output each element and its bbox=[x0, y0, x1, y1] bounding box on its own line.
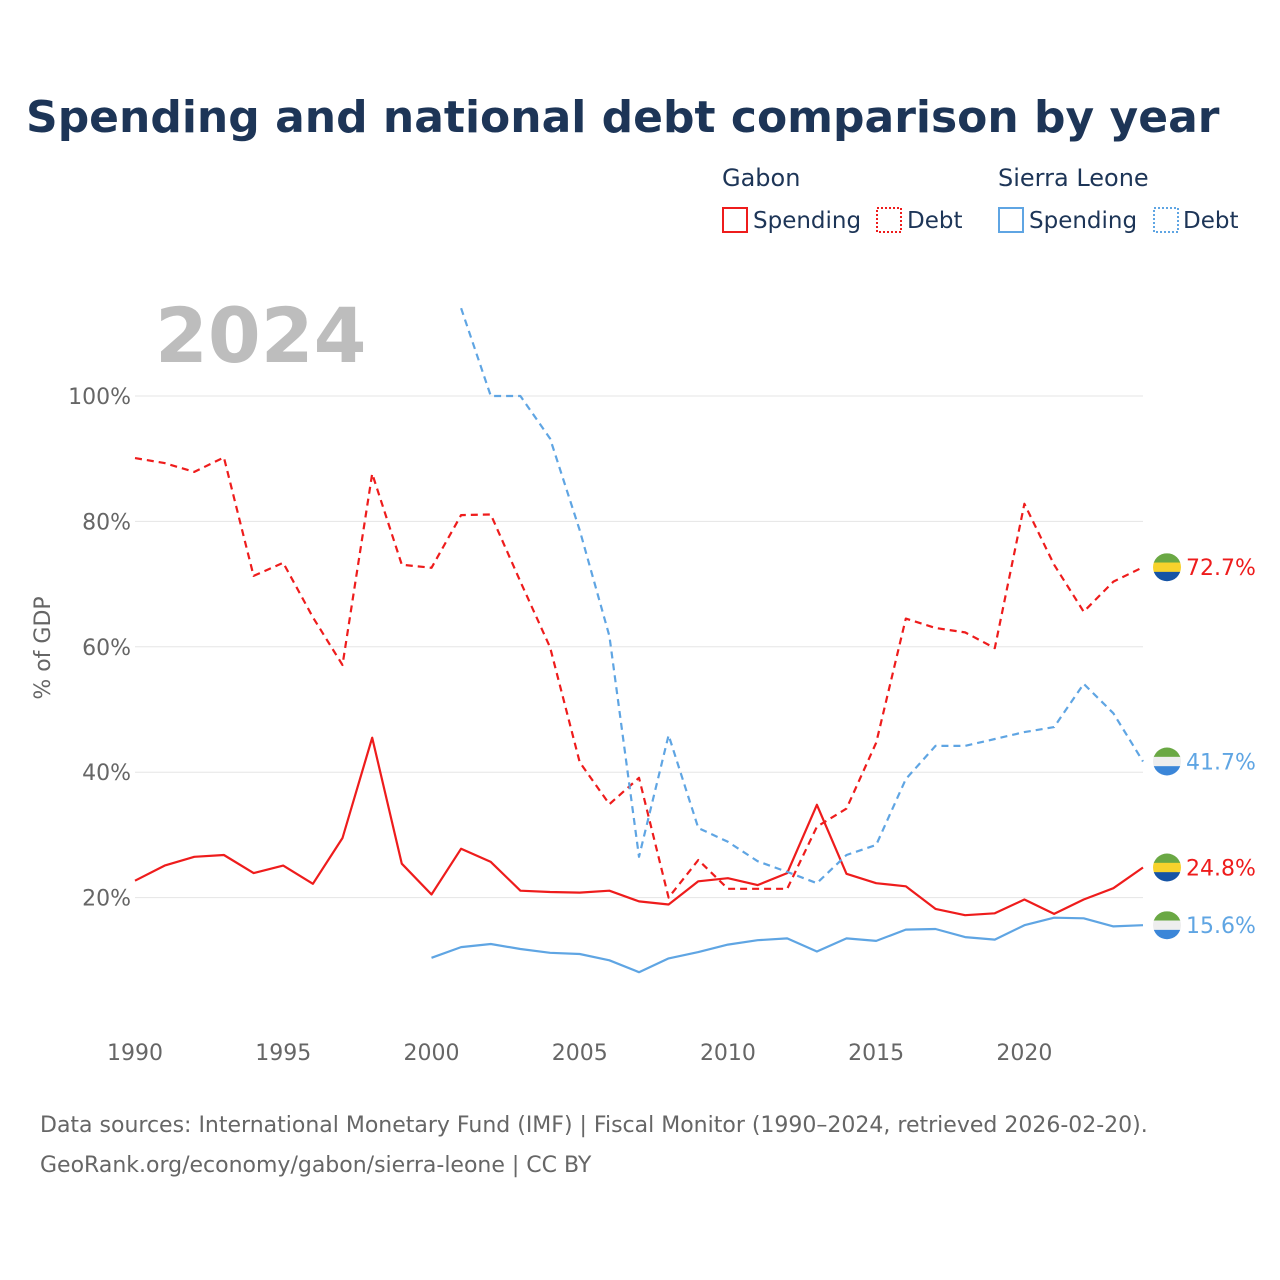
series-line-gabon-debt bbox=[134, 456, 1144, 899]
x-tick-label: 2000 bbox=[403, 1041, 459, 1066]
legend-group-gabon-title: Gabon bbox=[722, 164, 800, 192]
end-value-label: 15.6% bbox=[1186, 914, 1256, 939]
legend-swatch-gabon-spending bbox=[722, 207, 748, 233]
y-axis-label: % of GDP bbox=[31, 596, 56, 699]
legend-label-sierra-leone-debt: Debt bbox=[1183, 208, 1238, 234]
y-tick-label: 100% bbox=[68, 385, 131, 410]
legend-swatch-sierra-leone-spending bbox=[998, 207, 1024, 233]
year-badge: 2024 bbox=[155, 291, 367, 380]
series-lines bbox=[134, 307, 1144, 974]
source-line-1: Data sources: International Monetary Fun… bbox=[40, 1113, 1148, 1138]
flag-icon bbox=[1153, 853, 1181, 882]
flag-icon bbox=[1153, 553, 1181, 582]
end-value-label: 24.8% bbox=[1186, 857, 1256, 882]
series-line-sierra-leone-debt bbox=[460, 307, 1144, 885]
source-line-2: GeoRank.org/economy/gabon/sierra-leone |… bbox=[40, 1153, 592, 1178]
end-markers: 72.7% 24.8% 41.7% 15.6% bbox=[1153, 553, 1256, 940]
legend-swatch-gabon-debt bbox=[876, 207, 902, 233]
end-value-label: 72.7% bbox=[1186, 556, 1256, 581]
legend-label-gabon-debt: Debt bbox=[907, 208, 962, 234]
y-tick-label: 80% bbox=[82, 510, 131, 535]
legend-group-sierra-leone-title: Sierra Leone bbox=[998, 164, 1149, 192]
series-line-sierra-leone-spending bbox=[431, 916, 1144, 974]
x-axis-ticks: 1990 1995 2000 2005 2010 2015 2020 bbox=[107, 1041, 1052, 1066]
y-tick-label: 60% bbox=[82, 636, 131, 661]
legend-label-sierra-leone-spending: Spending bbox=[1029, 208, 1137, 234]
chart-title: Spending and national debt comparison by… bbox=[26, 92, 1220, 143]
end-value-label: 41.7% bbox=[1186, 751, 1256, 776]
x-tick-label: 2020 bbox=[996, 1041, 1052, 1066]
x-tick-label: 1995 bbox=[255, 1041, 311, 1066]
y-axis-ticks: 20% 40% 60% 80% 100% bbox=[68, 385, 131, 912]
y-tick-label: 20% bbox=[82, 887, 131, 912]
x-tick-label: 1990 bbox=[107, 1041, 163, 1066]
x-tick-label: 2010 bbox=[700, 1041, 756, 1066]
legend-swatch-sierra-leone-debt bbox=[1153, 207, 1179, 233]
grid-lines bbox=[135, 395, 1143, 899]
legend-label-gabon-spending: Spending bbox=[753, 208, 861, 234]
y-tick-label: 40% bbox=[82, 761, 131, 786]
flag-icon bbox=[1153, 911, 1181, 940]
series-line-gabon-spending bbox=[134, 736, 1144, 917]
legend: Gabon Spending Debt Sierra Leone Spendin… bbox=[722, 164, 1238, 234]
x-tick-label: 2015 bbox=[848, 1041, 904, 1066]
flag-icon bbox=[1153, 747, 1181, 776]
x-tick-label: 2005 bbox=[552, 1041, 608, 1066]
